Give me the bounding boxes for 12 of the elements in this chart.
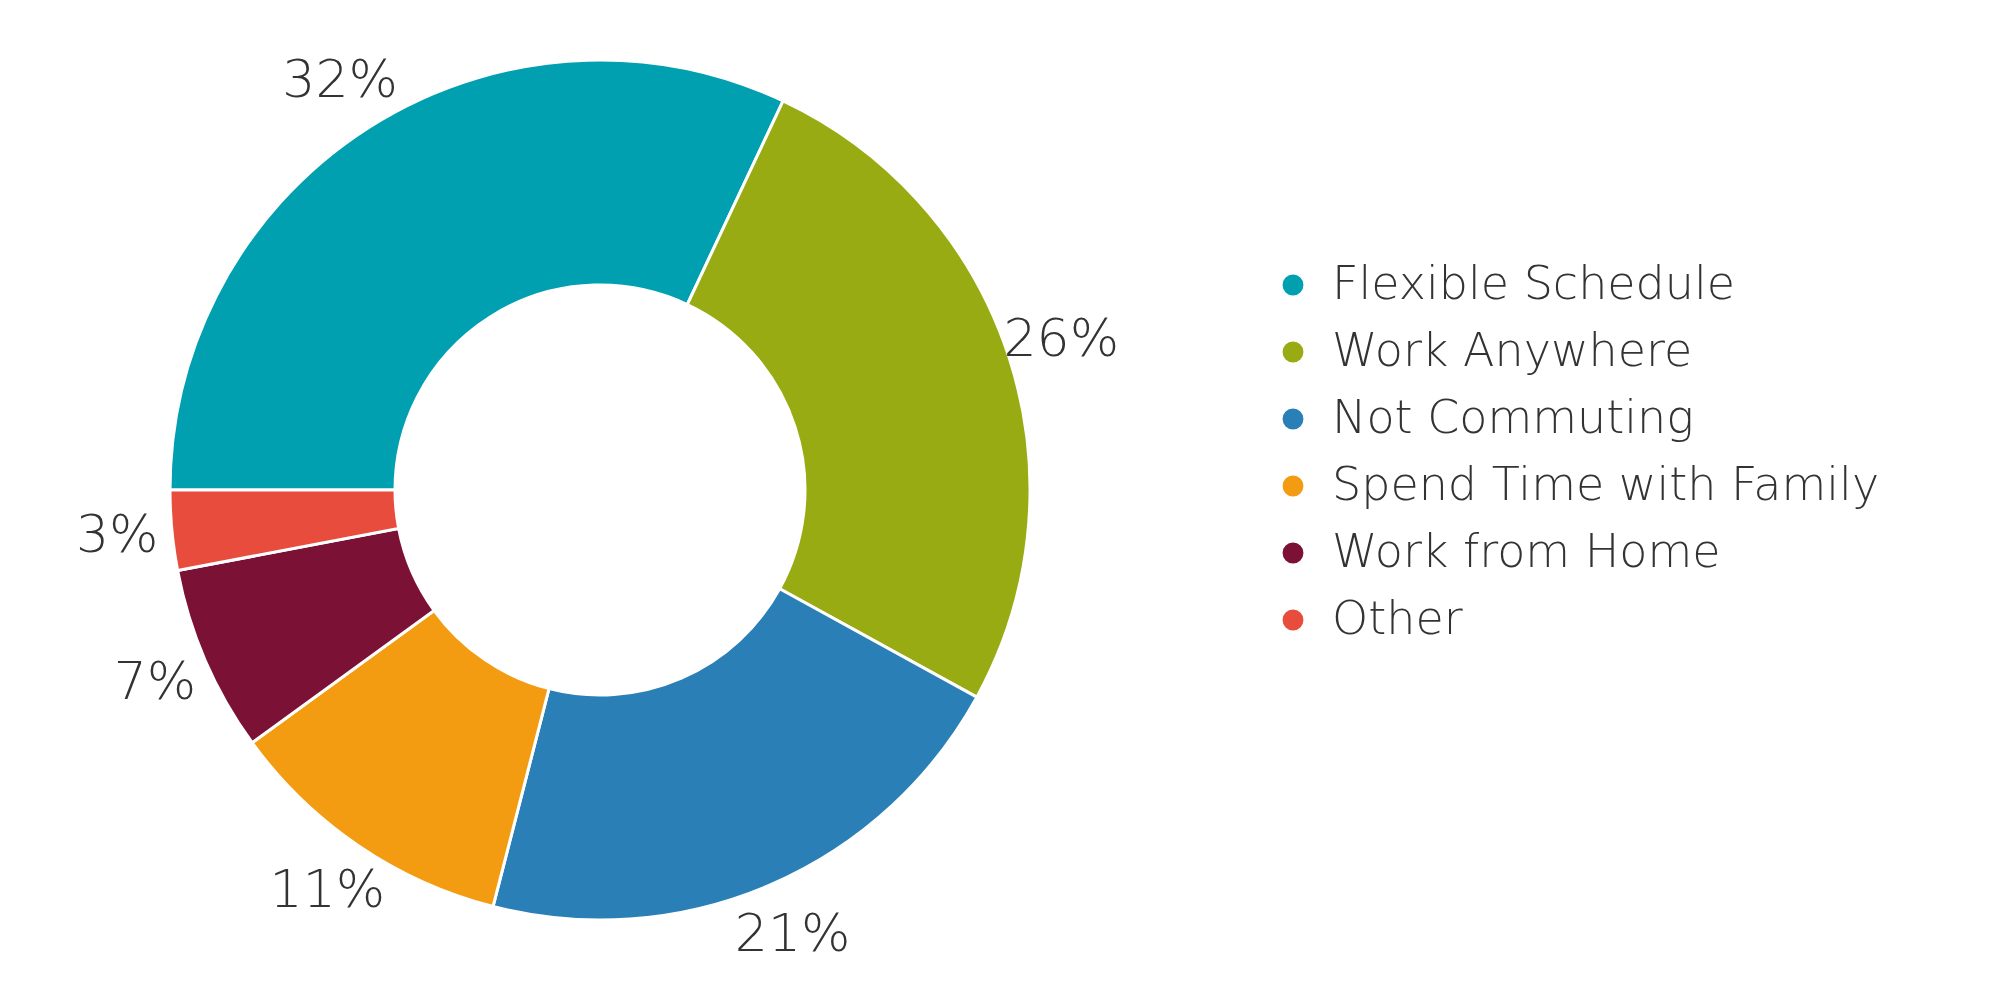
legend-label: Work from Home [1332,524,1721,578]
legend-label: Not Commuting [1332,390,1694,444]
data-label: 3% [75,503,159,564]
data-label: 7% [113,650,197,711]
legend-label: Work Anywhere [1332,323,1693,377]
legend-label: Flexible Schedule [1332,256,1736,310]
legend-label: Spend Time with Family [1332,457,1880,511]
data-label: 11% [269,859,386,920]
data-label: 26% [1003,308,1120,369]
legend-label: Other [1332,591,1463,645]
data-label: 21% [734,903,851,964]
data-label: 32% [282,48,398,109]
